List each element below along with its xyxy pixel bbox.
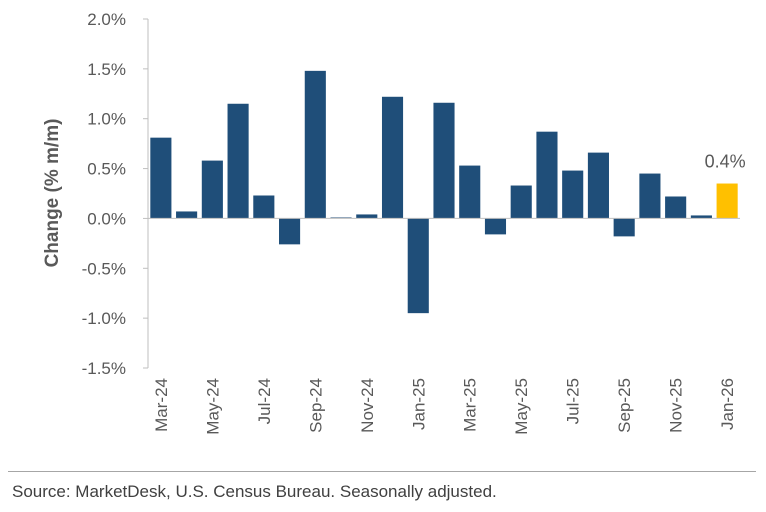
x-tick-label: Mar-24 xyxy=(152,378,171,432)
y-tick-label: -1.5% xyxy=(82,359,126,378)
x-tick-label: Sep-25 xyxy=(615,378,634,433)
bar xyxy=(459,165,481,219)
bar xyxy=(613,218,635,237)
y-tick-label: 1.5% xyxy=(87,60,126,79)
y-axis: 2.0% 1.5% 1.0% 0.5% 0.0% -0.5% -1.0% -1.5% xyxy=(82,10,149,378)
y-axis-title: Change (% m/m) xyxy=(42,119,63,268)
x-tick-label: Jan-26 xyxy=(718,378,737,430)
bar xyxy=(639,173,661,219)
bars xyxy=(150,70,738,314)
bar xyxy=(227,103,249,219)
x-axis-labels: Mar-24 May-24 Jul-24 Sep-24 Nov-24 Jan-25 Mar-… xyxy=(152,378,737,435)
x-tick-label: Nov-25 xyxy=(667,378,686,433)
annotations: 0.4% xyxy=(705,152,746,172)
bar xyxy=(690,215,712,219)
bar xyxy=(433,102,455,219)
bar xyxy=(304,70,326,219)
y-tick-label: 1.0% xyxy=(87,110,126,129)
y-tick-label: -1.0% xyxy=(82,309,126,328)
x-tick-label: Nov-24 xyxy=(358,378,377,433)
bar xyxy=(381,96,404,219)
bar-chart: 2.0% 1.5% 1.0% 0.5% 0.0% -0.5% -1.0% -1.5% Mar-… xyxy=(42,10,746,435)
data-label: 0.4% xyxy=(705,152,746,172)
x-tick-label: Jul-25 xyxy=(564,378,583,424)
y-tick-label: 0.0% xyxy=(87,209,126,228)
y-tick-label: 0.5% xyxy=(87,160,126,179)
x-tick-label: Jul-24 xyxy=(255,378,274,424)
bar xyxy=(176,211,198,219)
x-tick-label: Mar-25 xyxy=(461,378,480,432)
x-tick-label: May-25 xyxy=(512,378,531,435)
bar xyxy=(253,195,275,219)
bar xyxy=(407,218,429,314)
source-note: Source: MarketDesk, U.S. Census Bureau. … xyxy=(12,482,497,501)
y-tick-label: 2.0% xyxy=(87,10,126,29)
x-tick-label: Jan-25 xyxy=(409,378,428,430)
bar-highlight xyxy=(716,183,738,219)
bar xyxy=(356,214,378,219)
bar xyxy=(150,137,172,219)
bar xyxy=(587,152,609,219)
y-tick-label: -0.5% xyxy=(82,259,126,278)
bar xyxy=(510,185,532,219)
bar xyxy=(665,196,687,219)
bar xyxy=(562,170,584,219)
x-tick-label: May-24 xyxy=(203,378,222,435)
x-tick-label: Sep-24 xyxy=(306,378,325,433)
divider xyxy=(8,471,756,472)
bar xyxy=(536,131,558,219)
bar xyxy=(201,160,223,219)
bar xyxy=(484,218,507,235)
bar xyxy=(279,218,301,245)
